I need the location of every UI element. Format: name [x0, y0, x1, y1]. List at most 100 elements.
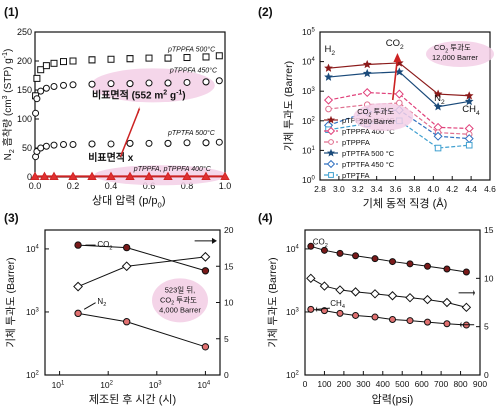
y-tick-label-part: 10	[302, 86, 312, 96]
x-tick-label: 101​	[52, 380, 65, 390]
label-arrow	[316, 307, 330, 310]
highlight-ellipse	[151, 278, 208, 323]
left-axis-arrowhead	[459, 321, 462, 328]
x-tick-label-part: 3	[158, 381, 162, 387]
data-point	[182, 171, 192, 181]
data-point	[69, 81, 77, 89]
legend-marker	[327, 115, 335, 124]
series-label: pTPPFA, pTPPFA 400°C	[133, 165, 212, 173]
series-label-part: 2	[103, 302, 106, 308]
annotation-arrow	[119, 108, 141, 157]
data-point	[405, 292, 415, 303]
y-axis-title: N2​ 흡착량 (cm3​ (STP) g-1​)	[1, 49, 16, 161]
data-point	[42, 62, 50, 70]
x-tick-label: 4.4	[465, 184, 477, 194]
data-point	[37, 66, 45, 74]
y-tick-label-part: 0	[311, 176, 315, 182]
y-tick-left-label-part: 10	[26, 370, 36, 380]
gas-label-part: CO	[386, 38, 400, 49]
x-axis-title: 제조된 후 시간 (시)	[89, 393, 176, 406]
gas-label-part: H	[325, 44, 332, 55]
annotation-co2-low-part: CO	[357, 107, 368, 116]
legend-label: pTPPFA 400 °C	[342, 127, 395, 136]
data-point	[164, 79, 172, 87]
y-tick-right-label: 15	[484, 225, 494, 235]
data-point	[443, 320, 451, 328]
data-point	[352, 311, 360, 319]
y-tick-right-label: 10	[224, 298, 234, 308]
x-tick-label: 500	[395, 379, 409, 389]
data-point	[201, 343, 210, 351]
y-tick-label-part: 10	[302, 145, 312, 155]
panel-label: (2)	[258, 5, 273, 19]
data-point	[443, 265, 451, 273]
y-tick-label: 50	[22, 143, 32, 153]
gas-label-part: CH	[462, 104, 476, 115]
data-point	[74, 309, 82, 318]
data-point	[370, 289, 380, 299]
data-point	[88, 56, 96, 64]
data-point	[461, 302, 472, 313]
legend-marker	[328, 172, 334, 178]
series-0	[307, 242, 470, 276]
data-point	[126, 80, 134, 88]
series-label-part: N	[97, 297, 103, 306]
label-arrowhead	[315, 306, 318, 313]
highlight-ellipse	[94, 165, 227, 186]
y-tick-label-part: 10	[302, 57, 312, 67]
y-tick-left-label-part: 10	[286, 307, 296, 317]
plot-frame	[304, 229, 481, 376]
data-point	[200, 251, 211, 262]
series-line	[328, 102, 470, 135]
annotation-line-part: 투과도	[174, 295, 197, 304]
data-point	[202, 139, 210, 147]
legend-marker	[326, 159, 336, 169]
data-point	[215, 77, 223, 85]
data-point	[387, 291, 398, 301]
data-point	[39, 171, 50, 181]
y-tick-left-label: 104​	[26, 244, 39, 254]
data-point	[183, 54, 191, 62]
x-tick-label: 0.6	[143, 181, 156, 191]
y-tick-label: 103​	[302, 86, 315, 96]
annotation-surface-area-part: g	[167, 91, 176, 102]
data-point	[183, 78, 191, 86]
y-tick-label: 102​	[302, 116, 315, 126]
y-tick-label: 100​	[302, 175, 315, 185]
gas-label-part: 4	[476, 110, 480, 117]
data-point	[336, 249, 344, 257]
y-axis-title-part: )	[3, 49, 14, 52]
data-point	[37, 87, 45, 95]
data-point	[215, 138, 223, 146]
x-tick-label: 800	[453, 379, 467, 389]
data-point	[73, 281, 83, 292]
y-tick-label-part: 4	[311, 57, 315, 63]
series-label-part: 4	[342, 304, 345, 310]
y-axis-title-part: 2	[9, 149, 16, 153]
y-tick-label: 100	[17, 114, 32, 124]
data-point	[88, 140, 96, 148]
annotation-line: CO2​ 투과도	[160, 295, 197, 306]
data-point	[145, 139, 153, 147]
x-tick-label: 0.4	[105, 181, 118, 191]
x-tick-label: 104​	[197, 380, 210, 390]
series-line	[328, 91, 470, 130]
gas-label: H2​	[325, 44, 336, 57]
y-axis-title: 기체 투과도 (Barrer)	[283, 61, 295, 151]
series-label-part: 2	[325, 243, 328, 249]
x-tick-label: 2.8	[314, 184, 326, 194]
annotation-line: 4,000 Barrer	[159, 305, 201, 314]
data-point	[324, 72, 333, 81]
annotation-line: 523일 뒤,	[165, 285, 195, 294]
x-tick-label: 600	[415, 379, 429, 389]
data-point	[319, 281, 330, 291]
data-point	[163, 171, 173, 181]
highlight-ellipse	[90, 68, 215, 103]
annotation-surface-area-part: 2	[163, 90, 167, 97]
data-point	[422, 294, 433, 305]
annotation-surface-area-part: )	[182, 91, 185, 102]
y-axis-title-part: 3	[2, 95, 9, 99]
series-line	[310, 277, 467, 308]
data-point	[107, 140, 115, 148]
y-axis-title-part: 흡착량 (cm	[1, 99, 14, 149]
